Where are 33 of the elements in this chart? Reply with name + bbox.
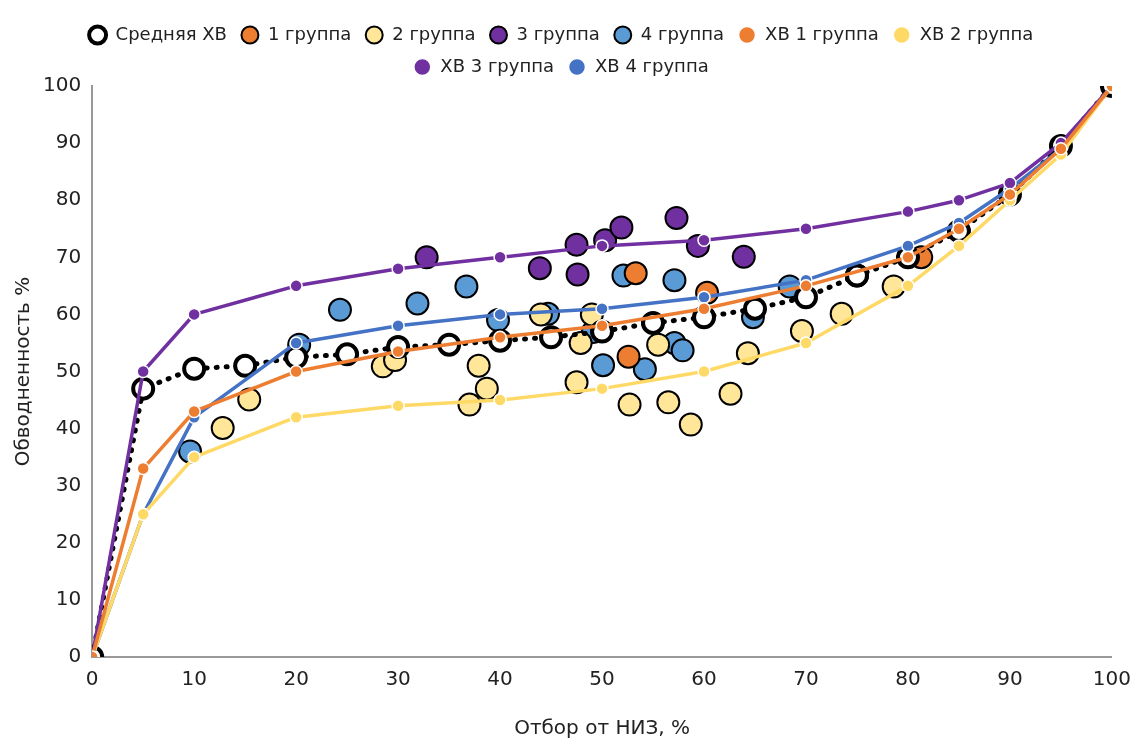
y-tick-label: 80 <box>55 186 82 211</box>
legend-label: 4 группа <box>640 22 725 44</box>
y-axis-title: Обводненность % <box>10 276 35 467</box>
x-tick-label: 10 <box>181 666 207 691</box>
x-tick-label: 30 <box>385 666 411 691</box>
y-tick-label: 50 <box>55 357 82 382</box>
legend-label: 2 группа <box>392 22 476 44</box>
x-tick-label: 100 <box>1092 666 1132 691</box>
x-tick-label: 20 <box>283 666 309 691</box>
x-tick-label: 50 <box>589 666 615 691</box>
legend-label: 1 группа <box>267 22 352 44</box>
legend-label: 3 группа <box>516 22 600 44</box>
y-tick-label: 30 <box>55 471 82 496</box>
x-tick-label: 90 <box>997 666 1023 691</box>
x-axis-title: Отбор от НИЗ, % <box>514 715 690 740</box>
x-tick-label: 60 <box>691 666 717 691</box>
x-tick-label: 0 <box>85 666 99 691</box>
y-tick-label: 60 <box>55 300 82 325</box>
y-tick-label: 100 <box>42 72 82 97</box>
legend-label: ХВ 3 группа <box>440 54 555 76</box>
y-tick-label: 20 <box>55 529 82 553</box>
y-tick-label: 40 <box>55 414 82 439</box>
y-tick-label: 10 <box>55 586 82 611</box>
x-tick-label: 80 <box>895 666 921 691</box>
legend-label: Средняя ХВ <box>115 22 227 44</box>
x-tick-label: 70 <box>793 666 819 691</box>
legend-label: ХВ 4 группа <box>595 54 709 76</box>
y-tick-label: 0 <box>68 643 82 668</box>
legend-label: ХВ 2 группа <box>919 22 1034 44</box>
y-tick-label: 70 <box>55 243 82 268</box>
legend-label: ХВ 1 группа <box>765 22 879 44</box>
x-tick-label: 40 <box>487 666 513 691</box>
y-tick-label: 90 <box>55 129 82 154</box>
